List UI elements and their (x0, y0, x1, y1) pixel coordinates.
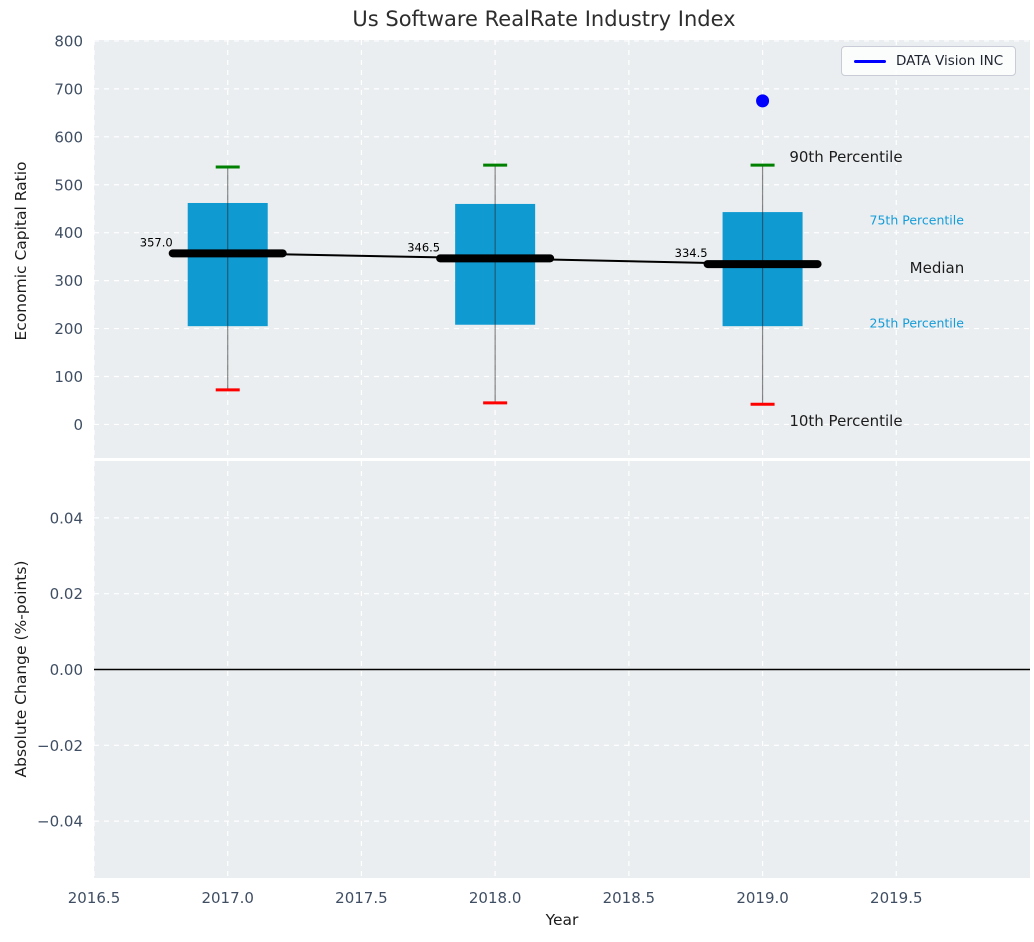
x-tick-label: 2019.0 (736, 889, 789, 907)
y-tick-label: 0.04 (50, 509, 83, 527)
annotation-10th-percentile: 10th Percentile (789, 412, 903, 431)
y-tick-label: 200 (54, 320, 83, 338)
x-tick-label: 2018.5 (603, 889, 656, 907)
x-tick-label: 2019.5 (870, 889, 923, 907)
y-tick-label: 100 (54, 368, 83, 386)
y-tick-label: 0.00 (50, 661, 83, 679)
annotation-median: Median (909, 259, 965, 278)
y-tick-label: 0.02 (50, 585, 83, 603)
y-tick-label: −0.02 (37, 737, 83, 755)
x-tick-label: 2016.5 (68, 889, 121, 907)
legend-line-icon (854, 59, 886, 63)
y-tick-label: 0 (73, 416, 83, 434)
y-tick-label: 500 (54, 176, 83, 194)
median-value-label-2018: 346.5 (407, 240, 440, 254)
x-tick-label: 2017.0 (201, 889, 254, 907)
median-value-label-2017: 357.0 (140, 235, 173, 249)
y-tick-label: 300 (54, 272, 83, 290)
y-tick-label: 800 (54, 32, 83, 50)
x-tick-label: 2017.5 (335, 889, 388, 907)
y-tick-label: 700 (54, 80, 83, 98)
y-tick-label: 400 (54, 224, 83, 242)
chart-title: Us Software RealRate Industry Index (352, 7, 736, 31)
median-value-label-2019: 334.5 (675, 246, 708, 260)
y-tick-label: 600 (54, 128, 83, 146)
x-axis-label: Year (545, 911, 579, 929)
legend-entry-label: DATA Vision INC (896, 53, 1004, 69)
annotation-75th-percentile: 75th Percentile (869, 212, 964, 228)
annotation-90th-percentile: 90th Percentile (789, 147, 903, 166)
bottom-y-axis-label: Absolute Change (%-points) (12, 560, 30, 778)
top-y-axis-label: Economic Capital Ratio (12, 161, 30, 341)
legend: DATA Vision INC (841, 46, 1017, 76)
x-tick-label: 2018.0 (469, 889, 522, 907)
y-tick-label: −0.04 (37, 813, 83, 831)
company-data-point (756, 94, 770, 108)
annotation-25th-percentile: 25th Percentile (869, 315, 964, 331)
